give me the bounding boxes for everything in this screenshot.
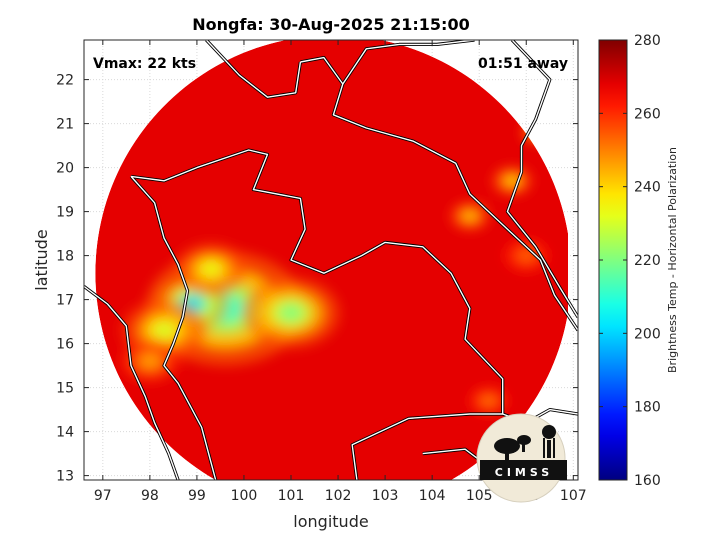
y-tick-label: 18 [56, 249, 74, 265]
convective-cell [278, 304, 304, 322]
colorbar-label: Brightness Temp - Horizontal Polarizatio… [666, 147, 679, 373]
x-tick-label: 101 [278, 488, 305, 504]
border-line [205, 40, 302, 98]
convective-cell [506, 176, 518, 185]
x-tick-label: 102 [325, 488, 352, 504]
colorbar-tick-label: 220 [634, 253, 661, 269]
colorbar-tick-label: 240 [634, 180, 661, 196]
convective-cell [142, 355, 158, 367]
convective-cell [153, 322, 175, 339]
convective-cell [464, 212, 476, 220]
border-line [130, 149, 504, 480]
x-tick-label: 99 [188, 488, 206, 504]
x-axis-label: longitude [293, 512, 368, 531]
y-tick-label: 21 [56, 117, 74, 133]
convective-cell [201, 262, 221, 276]
y-tick-label: 20 [56, 161, 74, 177]
x-tick-label: 104 [419, 488, 446, 504]
colorbar-tick-label: 160 [634, 473, 661, 489]
cimss-logo: CIMSS [476, 413, 567, 503]
border-line [130, 175, 217, 480]
swath-background [95, 40, 568, 480]
y-tick-label: 14 [56, 425, 74, 441]
border-line [342, 40, 475, 85]
convective-cell [520, 251, 533, 260]
cimss-logo-text: CIMSS [495, 466, 553, 479]
x-tick-label: 107 [560, 488, 587, 504]
border-line [506, 40, 578, 318]
x-tick-label: 97 [94, 488, 112, 504]
y-tick-label: 17 [56, 293, 74, 309]
y-tick-label: 22 [56, 73, 74, 89]
axes-box [83, 39, 579, 481]
y-tick-label: 15 [56, 381, 74, 397]
colorbar: 160 180 200 220 240 260 280 Brightness Temp - … [598, 33, 679, 489]
convective-cell [483, 396, 494, 405]
colorbar-ticks: 160 180 200 220 240 260 280 [599, 33, 661, 489]
chart-title: Nongfa: 30-Aug-2025 21:15:00 [192, 15, 469, 34]
vmax-annotation: Vmax: 22 kts [93, 56, 196, 72]
heatmap-layer [95, 40, 568, 480]
border-line [84, 285, 179, 480]
y-tick-label: 19 [56, 205, 74, 221]
time-away-annotation: 01:51 away [478, 56, 568, 72]
border-line [300, 56, 578, 331]
colorbar-tick-label: 260 [634, 106, 661, 122]
x-tick-label: 103 [372, 488, 399, 504]
colorbar-gradient [598, 39, 628, 481]
y-axis-label: latitude [32, 229, 51, 290]
colorbar-tick-label: 180 [634, 400, 661, 416]
colorbar-tick-label: 200 [634, 326, 661, 342]
map-borders [84, 40, 578, 480]
colorbar-tick-label: 280 [634, 33, 661, 49]
x-tick-label: 98 [141, 488, 159, 504]
y-tick-label: 13 [56, 469, 74, 485]
x-tick-label: 100 [231, 488, 258, 504]
y-tick-label: 16 [56, 337, 74, 353]
y-axis: 13 14 15 16 17 18 19 20 21 22 [56, 73, 578, 485]
x-tick-label: 105 [466, 488, 493, 504]
